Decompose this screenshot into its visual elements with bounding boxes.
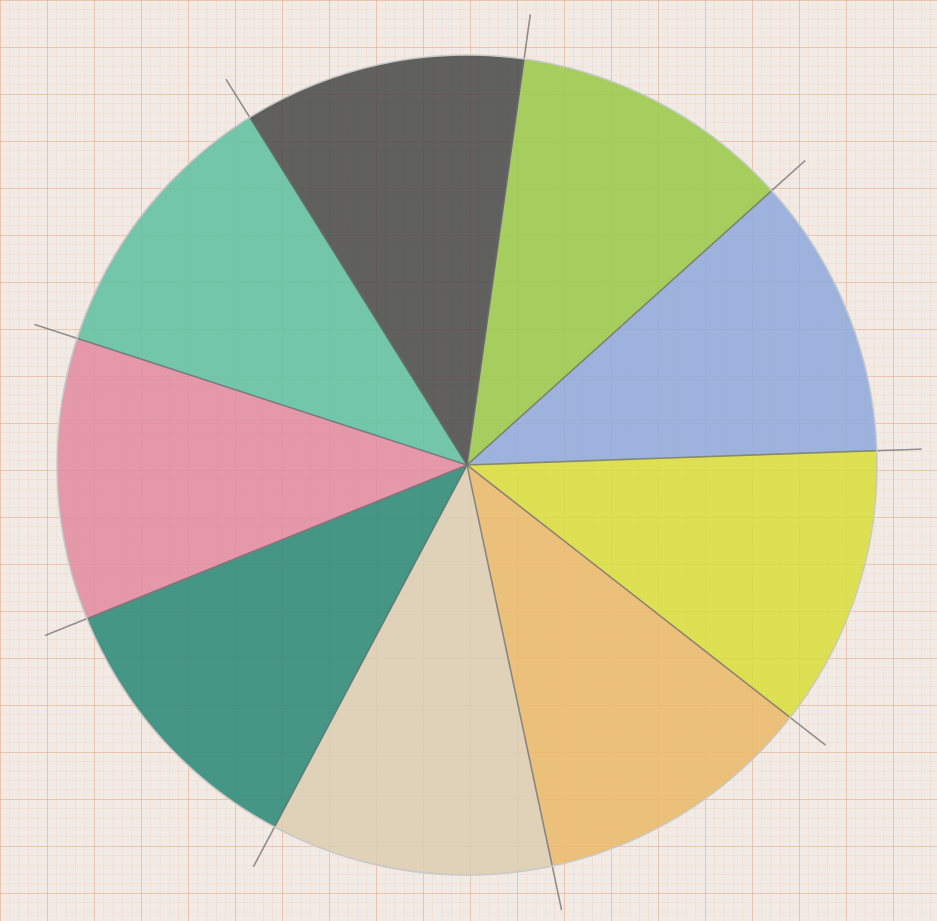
pencil-line [466,448,922,466]
pencil-line [466,464,563,911]
pencil-line [252,464,468,868]
pencil-line [44,464,468,637]
pencil-line [34,323,468,466]
pencil-line [466,464,827,746]
pencil-line [225,78,468,466]
pencil-lines [34,14,922,911]
pencil-line [466,159,806,466]
pie-outline [56,54,878,876]
pencil-line [466,14,532,466]
